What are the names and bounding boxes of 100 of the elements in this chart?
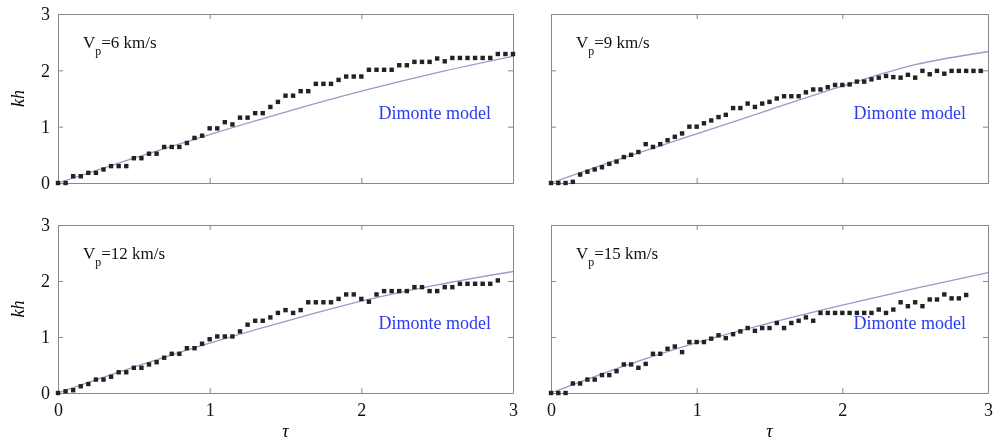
- x-axis-title: τ: [766, 421, 774, 441]
- point: [847, 82, 852, 87]
- y-tick-label: 3: [41, 215, 50, 236]
- y-tick-label: 1: [41, 327, 50, 348]
- point: [146, 362, 152, 367]
- point: [585, 169, 590, 174]
- point: [230, 334, 235, 339]
- point: [614, 159, 619, 164]
- point: [738, 329, 743, 334]
- point: [374, 292, 379, 297]
- annotation: Dimonte model: [378, 313, 491, 334]
- point: [577, 381, 583, 386]
- text: V$_{p}$=15 km/s: [576, 244, 659, 269]
- point: [796, 94, 801, 99]
- point: [738, 105, 743, 111]
- point: [101, 377, 106, 382]
- point: [577, 172, 583, 177]
- x-tick-label: 1: [692, 399, 702, 420]
- point: [465, 281, 470, 286]
- text: V$_{p}$=9 km/s: [576, 33, 650, 58]
- point: [803, 90, 809, 95]
- x-tick-label: 2: [357, 399, 367, 420]
- point: [343, 292, 349, 297]
- y-tick-label: 0: [41, 383, 50, 404]
- point: [971, 68, 976, 74]
- point: [192, 346, 197, 351]
- point: [495, 278, 501, 283]
- point: [840, 310, 845, 316]
- point: [927, 297, 932, 302]
- y-axis-title: kh: [8, 300, 28, 318]
- point: [86, 381, 91, 387]
- point: [949, 296, 954, 301]
- point: [412, 284, 417, 290]
- point: [767, 99, 772, 105]
- point: [760, 101, 765, 106]
- point: [636, 365, 641, 370]
- point: [177, 351, 182, 356]
- point: [694, 339, 699, 345]
- annotation: Dimonte model: [378, 102, 491, 123]
- x-tick-label: 3: [509, 399, 518, 420]
- point: [621, 362, 627, 367]
- point: [636, 149, 641, 155]
- point: [359, 296, 364, 302]
- annotation: Dimonte model: [853, 313, 966, 334]
- point: [450, 284, 455, 290]
- point: [847, 310, 852, 316]
- annotation: Dimonte model: [853, 102, 966, 123]
- point: [687, 124, 692, 129]
- point: [585, 377, 590, 382]
- y-tick-label: 2: [41, 60, 50, 81]
- y-tick-label: 3: [41, 4, 50, 25]
- point: [592, 167, 597, 172]
- point: [672, 344, 678, 349]
- point: [614, 368, 619, 374]
- point: [956, 296, 962, 301]
- point: [336, 296, 341, 302]
- point: [876, 75, 881, 80]
- point: [351, 292, 356, 297]
- point: [818, 87, 823, 92]
- point: [898, 300, 903, 305]
- point: [803, 315, 809, 320]
- point: [796, 318, 801, 323]
- point: [480, 281, 485, 286]
- x-tick-label: 1: [205, 399, 215, 420]
- point: [789, 94, 794, 99]
- point: [898, 75, 903, 80]
- point: [934, 297, 940, 302]
- point: [298, 307, 303, 313]
- point: [207, 337, 212, 342]
- point: [628, 362, 634, 367]
- point: [709, 118, 714, 123]
- point: [840, 82, 845, 88]
- x-axis-title: τ: [282, 421, 290, 441]
- point: [321, 300, 326, 305]
- point: [687, 339, 692, 345]
- point: [283, 307, 288, 313]
- text: V$_{p}$=6 km/s: [83, 33, 157, 58]
- point: [854, 79, 860, 84]
- point: [745, 101, 750, 106]
- y-tick-label: 2: [41, 271, 50, 292]
- point: [665, 346, 670, 351]
- point: [116, 370, 121, 375]
- point: [237, 329, 243, 334]
- point: [570, 381, 576, 386]
- text: V$_{p}$=12 km/s: [83, 244, 166, 269]
- point: [912, 75, 918, 80]
- point: [427, 288, 432, 294]
- point: [139, 365, 144, 370]
- point: [745, 325, 750, 331]
- point: [891, 307, 896, 312]
- point: [920, 68, 925, 74]
- point: [93, 377, 99, 382]
- point: [215, 334, 220, 339]
- point: [709, 336, 714, 341]
- point: [891, 74, 896, 80]
- x-tick-label: 2: [838, 399, 848, 420]
- point: [245, 322, 250, 327]
- x-tick-label: 3: [984, 399, 993, 420]
- point: [920, 304, 925, 309]
- point: [63, 389, 68, 394]
